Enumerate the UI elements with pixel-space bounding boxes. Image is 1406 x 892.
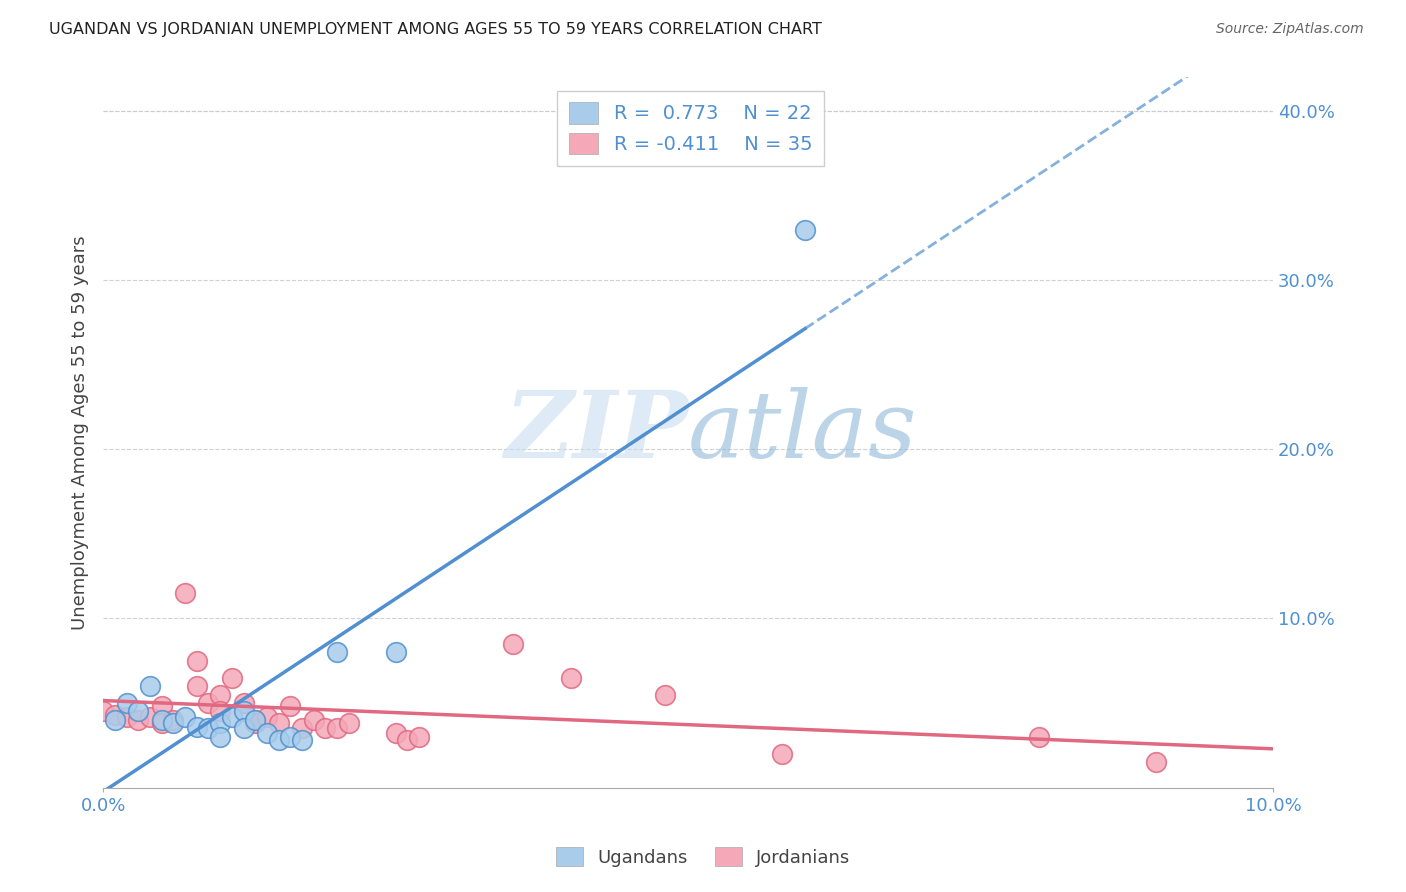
Point xyxy=(197,696,219,710)
Text: ZIP: ZIP xyxy=(503,387,688,477)
Point xyxy=(127,705,149,719)
Point xyxy=(1028,730,1050,744)
Point xyxy=(174,709,197,723)
Point xyxy=(245,713,267,727)
Point xyxy=(221,671,243,685)
Point xyxy=(267,716,290,731)
Point xyxy=(245,713,267,727)
Point xyxy=(174,586,197,600)
Point xyxy=(267,733,290,747)
Text: atlas: atlas xyxy=(688,387,918,477)
Text: UGANDAN VS JORDANIAN UNEMPLOYMENT AMONG AGES 55 TO 59 YEARS CORRELATION CHART: UGANDAN VS JORDANIAN UNEMPLOYMENT AMONG … xyxy=(49,22,823,37)
Point xyxy=(104,713,127,727)
Point xyxy=(209,688,232,702)
Point xyxy=(197,722,219,736)
Point xyxy=(794,222,817,236)
Point xyxy=(245,716,267,731)
Point xyxy=(209,705,232,719)
Point xyxy=(326,645,349,659)
Point xyxy=(256,709,278,723)
Point xyxy=(150,699,173,714)
Point xyxy=(384,645,406,659)
Point xyxy=(162,716,184,731)
Point xyxy=(314,722,336,736)
Point xyxy=(502,637,524,651)
Point xyxy=(396,733,419,747)
Point xyxy=(232,696,254,710)
Legend: R =  0.773    N = 22, R = -0.411    N = 35: R = 0.773 N = 22, R = -0.411 N = 35 xyxy=(557,91,824,166)
Point xyxy=(186,679,208,693)
Point xyxy=(115,696,138,710)
Point xyxy=(291,722,314,736)
Point xyxy=(654,688,676,702)
Point xyxy=(337,716,360,731)
Text: Source: ZipAtlas.com: Source: ZipAtlas.com xyxy=(1216,22,1364,37)
Point xyxy=(408,730,430,744)
Point xyxy=(139,679,162,693)
Point xyxy=(115,709,138,723)
Point xyxy=(139,709,162,723)
Point xyxy=(162,713,184,727)
Point xyxy=(150,716,173,731)
Point xyxy=(1144,755,1167,769)
Point xyxy=(302,713,325,727)
Legend: Ugandans, Jordanians: Ugandans, Jordanians xyxy=(548,840,858,874)
Y-axis label: Unemployment Among Ages 55 to 59 years: Unemployment Among Ages 55 to 59 years xyxy=(72,235,89,630)
Point xyxy=(91,705,114,719)
Point xyxy=(186,654,208,668)
Point xyxy=(770,747,793,761)
Point xyxy=(209,716,232,731)
Point xyxy=(278,730,301,744)
Point xyxy=(232,722,254,736)
Point xyxy=(291,733,314,747)
Point xyxy=(150,713,173,727)
Point xyxy=(127,713,149,727)
Point xyxy=(221,709,243,723)
Point xyxy=(256,726,278,740)
Point xyxy=(186,720,208,734)
Point xyxy=(326,722,349,736)
Point xyxy=(232,705,254,719)
Point xyxy=(384,726,406,740)
Point xyxy=(560,671,582,685)
Point xyxy=(104,707,127,722)
Point xyxy=(278,699,301,714)
Point xyxy=(209,730,232,744)
